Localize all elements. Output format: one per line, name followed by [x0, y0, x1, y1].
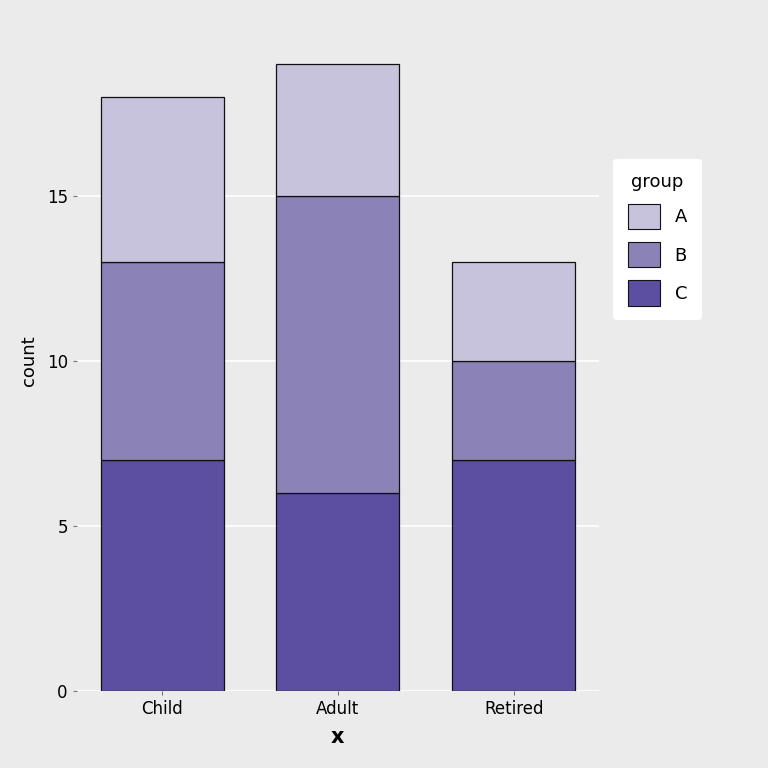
Legend: A, B, C: A, B, C	[614, 159, 702, 320]
Bar	[276, 64, 399, 196]
Y-axis label: count: count	[20, 336, 38, 386]
Bar	[101, 460, 223, 691]
Bar	[276, 493, 399, 691]
Bar	[452, 460, 575, 691]
Bar	[276, 196, 399, 493]
Bar	[452, 361, 575, 460]
Bar	[101, 262, 223, 460]
X-axis label: x: x	[331, 727, 345, 746]
Bar	[452, 262, 575, 361]
Bar	[101, 97, 223, 262]
